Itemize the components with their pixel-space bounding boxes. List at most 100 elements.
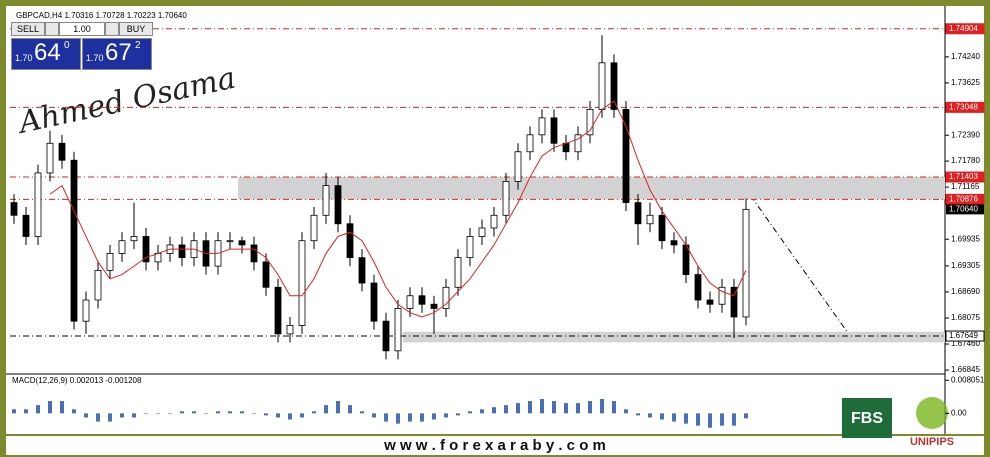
level-label-box bbox=[945, 101, 985, 113]
macd-bar bbox=[456, 413, 460, 416]
macd-bar bbox=[228, 411, 232, 414]
candle-body bbox=[370, 282, 378, 322]
candle-body bbox=[298, 240, 306, 326]
macd-bar bbox=[468, 411, 472, 414]
level-label: 1.70876 bbox=[949, 194, 978, 203]
zone bbox=[238, 177, 945, 200]
macd-bar bbox=[720, 413, 724, 426]
candle-body bbox=[706, 299, 714, 305]
y-tick-label: 1.74240 bbox=[951, 52, 980, 61]
candle-body bbox=[10, 202, 18, 216]
website: w w w . f o r e x a r a b y . c o m bbox=[383, 437, 606, 454]
unipips-text: UNIPIPS bbox=[910, 436, 954, 448]
macd-bar bbox=[24, 409, 28, 414]
macd-bar bbox=[540, 398, 544, 414]
candle-body bbox=[226, 240, 234, 243]
macd-bar bbox=[648, 413, 652, 418]
candle-body bbox=[130, 236, 138, 242]
candle-body bbox=[718, 286, 726, 305]
level-label: 1.74904 bbox=[949, 24, 978, 33]
macd-bar bbox=[336, 401, 340, 414]
macd-bar bbox=[432, 413, 436, 420]
macd-bar bbox=[492, 407, 496, 414]
candle-body bbox=[418, 295, 426, 305]
macd-bar bbox=[444, 413, 448, 418]
y-tick-label: 1.68075 bbox=[951, 313, 980, 322]
macd-bar bbox=[384, 413, 388, 422]
candle-body bbox=[46, 142, 54, 174]
macd-bar bbox=[48, 401, 52, 414]
candle-body bbox=[742, 208, 750, 318]
current-price-label: 1.70640 bbox=[949, 204, 978, 213]
macd-bar bbox=[636, 413, 640, 416]
macd-bar bbox=[576, 403, 580, 414]
macd-bar bbox=[480, 409, 484, 414]
zone bbox=[403, 331, 945, 343]
y-tick-label: 1.68690 bbox=[951, 287, 980, 296]
candle-body bbox=[670, 240, 678, 246]
macd-bar bbox=[84, 413, 88, 418]
candle-body bbox=[58, 142, 66, 161]
fbs-logo bbox=[842, 398, 892, 438]
macd-bar bbox=[12, 409, 16, 414]
buy-big: 67 bbox=[105, 39, 132, 66]
candle-body bbox=[238, 240, 246, 246]
trend-arrow-line bbox=[742, 184, 849, 334]
level-label: 1.73048 bbox=[949, 102, 978, 111]
y-tick-label: 1.71780 bbox=[951, 156, 980, 165]
level-label: 1.67649 bbox=[949, 331, 978, 340]
candle-body bbox=[574, 134, 582, 153]
candle-body bbox=[406, 295, 414, 309]
y-tick-label: 1.72390 bbox=[951, 130, 980, 139]
candle-body bbox=[70, 159, 78, 322]
macd-bar bbox=[504, 405, 508, 414]
y-tick-label: 1.67460 bbox=[951, 339, 980, 348]
level-label-box bbox=[945, 171, 985, 183]
candle-body bbox=[730, 286, 738, 318]
macd-bar bbox=[744, 413, 748, 419]
macd-bar bbox=[588, 401, 592, 414]
candle-body bbox=[394, 308, 402, 352]
macd-bar bbox=[252, 413, 256, 414]
macd-bar bbox=[192, 411, 196, 414]
candle-body bbox=[658, 214, 666, 242]
candle-body bbox=[634, 202, 642, 225]
lot-input[interactable]: 1.00 bbox=[59, 22, 105, 36]
candle-body bbox=[430, 303, 438, 309]
macd-bar bbox=[120, 413, 124, 418]
sell-quote[interactable]: 1.70 64 0 bbox=[11, 38, 81, 70]
macd-label: MACD(12,26,9) 0.002013 -0.001208 bbox=[12, 376, 142, 385]
macd-bar bbox=[672, 413, 676, 422]
y-tick-label: 1.73625 bbox=[951, 78, 980, 87]
buy-button[interactable]: BUY bbox=[119, 22, 153, 36]
lot-up[interactable] bbox=[105, 22, 119, 36]
sell-button[interactable]: SELL bbox=[11, 22, 45, 36]
macd-bar bbox=[600, 398, 604, 414]
macd-bar bbox=[708, 413, 712, 428]
buy-quote[interactable]: 1.70 67 2 bbox=[82, 38, 152, 70]
candle-body bbox=[118, 240, 126, 254]
candle-body bbox=[262, 261, 270, 288]
macd-bar bbox=[168, 413, 172, 414]
macd-bar bbox=[612, 401, 616, 414]
candle-body bbox=[94, 269, 102, 301]
candle-body bbox=[382, 320, 390, 352]
candle-body bbox=[454, 257, 462, 288]
macd-bar bbox=[684, 413, 688, 424]
lot-down[interactable] bbox=[45, 22, 59, 36]
candle-body bbox=[346, 223, 354, 259]
y-tick-label: 1.69305 bbox=[951, 261, 980, 270]
candle-body bbox=[466, 236, 474, 259]
macd-bar bbox=[96, 413, 100, 422]
candle-body bbox=[334, 185, 342, 225]
footer-strip bbox=[6, 436, 984, 455]
current-price-box bbox=[946, 204, 984, 215]
macd-bar bbox=[72, 409, 76, 414]
macd-bar bbox=[516, 403, 520, 414]
candle-body bbox=[514, 151, 522, 182]
macd-bar bbox=[300, 413, 304, 418]
sell-prefix: 1.70 bbox=[15, 53, 33, 63]
y-tick-label: 1.66845 bbox=[951, 365, 980, 374]
